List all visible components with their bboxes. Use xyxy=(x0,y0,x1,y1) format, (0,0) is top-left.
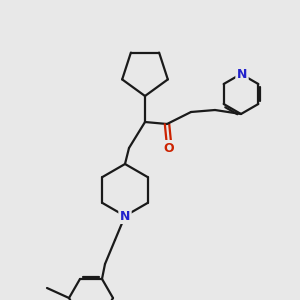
Text: N: N xyxy=(237,68,247,80)
Text: O: O xyxy=(164,142,174,154)
Text: N: N xyxy=(120,209,130,223)
